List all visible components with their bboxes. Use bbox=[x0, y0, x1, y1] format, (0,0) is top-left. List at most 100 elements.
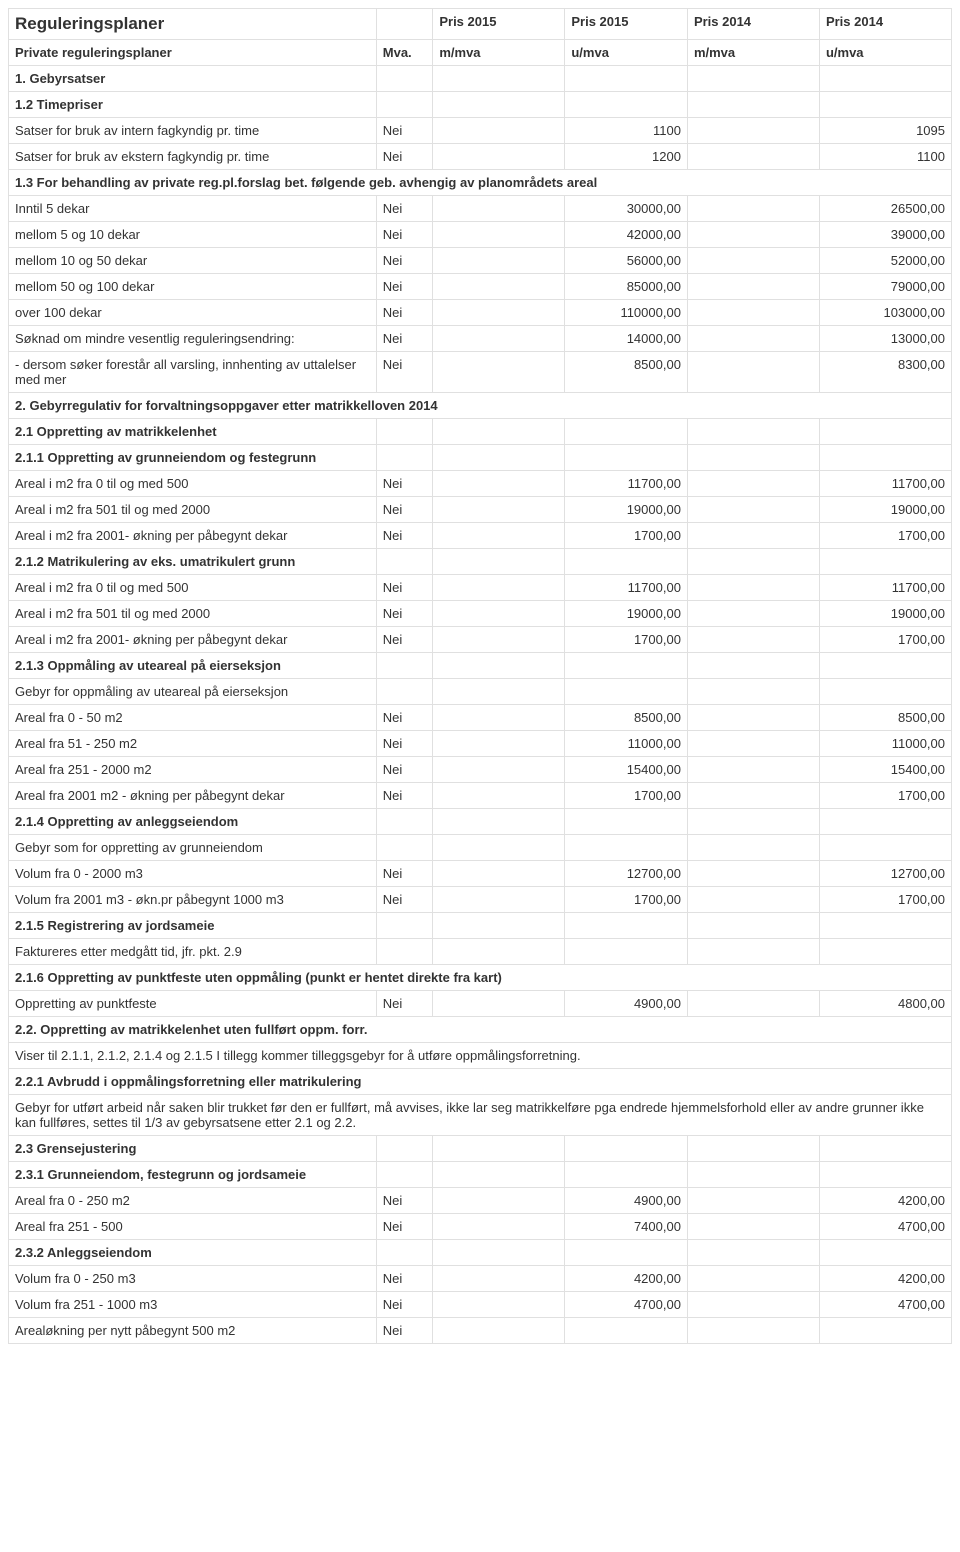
mva: Nei bbox=[376, 196, 433, 222]
section-title: 2.1.6 Oppretting av punktfeste uten oppm… bbox=[9, 965, 952, 991]
col-header: Pris 2015 bbox=[565, 9, 688, 40]
table-row: mellom 50 og 100 dekarNei85000,0079000,0… bbox=[9, 274, 952, 300]
section-row: 1. Gebyrsatser bbox=[9, 66, 952, 92]
section-row: 2.1 Oppretting av matrikkelenhet bbox=[9, 419, 952, 445]
val: 13000,00 bbox=[819, 326, 951, 352]
val: 1700,00 bbox=[819, 887, 951, 913]
page-title: Reguleringsplaner bbox=[9, 9, 377, 40]
val: 11000,00 bbox=[819, 731, 951, 757]
val: 19000,00 bbox=[819, 601, 951, 627]
val: 1700,00 bbox=[819, 523, 951, 549]
table-row: Volum fra 2001 m3 - økn.pr påbegynt 1000… bbox=[9, 887, 952, 913]
section-title: 1.2 Timepriser bbox=[9, 92, 377, 118]
val: 56000,00 bbox=[565, 248, 688, 274]
val: 4200,00 bbox=[819, 1188, 951, 1214]
mva: Nei bbox=[376, 274, 433, 300]
section-row: 2.2. Oppretting av matrikkelenhet uten f… bbox=[9, 1017, 952, 1043]
desc: Areal fra 251 - 2000 m2 bbox=[9, 757, 377, 783]
val: 19000,00 bbox=[565, 497, 688, 523]
val: 12700,00 bbox=[819, 861, 951, 887]
subheader: u/mva bbox=[565, 40, 688, 66]
table-row: Satser for bruk av intern fagkyndig pr. … bbox=[9, 118, 952, 144]
section-row: 2.1.3 Oppmåling av uteareal på eierseksj… bbox=[9, 653, 952, 679]
section-row: 2.3 Grensejustering bbox=[9, 1136, 952, 1162]
mva: Nei bbox=[376, 705, 433, 731]
mva: Nei bbox=[376, 300, 433, 326]
section-title: 1. Gebyrsatser bbox=[9, 66, 377, 92]
section-row: 2.1.5 Registrering av jordsameie bbox=[9, 913, 952, 939]
desc: Arealøkning per nytt påbegynt 500 m2 bbox=[9, 1318, 377, 1344]
desc: Areal fra 0 - 250 m2 bbox=[9, 1188, 377, 1214]
val: 39000,00 bbox=[819, 222, 951, 248]
desc: Viser til 2.1.1, 2.1.2, 2.1.4 og 2.1.5 I… bbox=[9, 1043, 952, 1069]
mva: Nei bbox=[376, 1214, 433, 1240]
section-title: 2.2.1 Avbrudd i oppmålingsforretning ell… bbox=[9, 1069, 952, 1095]
mva: Nei bbox=[376, 757, 433, 783]
section-row: 2.1.4 Oppretting av anleggseiendom bbox=[9, 809, 952, 835]
table-row: Søknad om mindre vesentlig reguleringsen… bbox=[9, 326, 952, 352]
desc: Volum fra 0 - 2000 m3 bbox=[9, 861, 377, 887]
section-row: 1.2 Timepriser bbox=[9, 92, 952, 118]
section-row: 2. Gebyrregulativ for forvaltningsoppgav… bbox=[9, 393, 952, 419]
section-title: 1.3 For behandling av private reg.pl.for… bbox=[9, 170, 952, 196]
col-header: Pris 2014 bbox=[819, 9, 951, 40]
mva: Nei bbox=[376, 1188, 433, 1214]
desc: mellom 50 og 100 dekar bbox=[9, 274, 377, 300]
val: 11700,00 bbox=[565, 471, 688, 497]
section-row: 2.1.6 Oppretting av punktfeste uten oppm… bbox=[9, 965, 952, 991]
section-title: 2.1 Oppretting av matrikkelenhet bbox=[9, 419, 377, 445]
val: 12700,00 bbox=[565, 861, 688, 887]
subheader: Private reguleringsplaner bbox=[9, 40, 377, 66]
val: 11700,00 bbox=[819, 471, 951, 497]
table-row: Faktureres etter medgått tid, jfr. pkt. … bbox=[9, 939, 952, 965]
val: 15400,00 bbox=[565, 757, 688, 783]
mva: Nei bbox=[376, 1266, 433, 1292]
desc: Faktureres etter medgått tid, jfr. pkt. … bbox=[9, 939, 377, 965]
desc: Areal fra 51 - 250 m2 bbox=[9, 731, 377, 757]
val: 4800,00 bbox=[819, 991, 951, 1017]
desc: Areal i m2 fra 2001- økning per påbegynt… bbox=[9, 523, 377, 549]
val: 1700,00 bbox=[565, 887, 688, 913]
section-title: 2.1.1 Oppretting av grunneiendom og fest… bbox=[9, 445, 377, 471]
desc: - dersom søker forestår all varsling, in… bbox=[9, 352, 377, 393]
section-title: 2.3.2 Anleggseiendom bbox=[9, 1240, 377, 1266]
section-title: 2.1.2 Matrikulering av eks. umatrikulert… bbox=[9, 549, 377, 575]
table-row: mellom 5 og 10 dekarNei42000,0039000,00 bbox=[9, 222, 952, 248]
mva: Nei bbox=[376, 887, 433, 913]
table-row: Volum fra 0 - 2000 m3Nei12700,0012700,00 bbox=[9, 861, 952, 887]
section-row: 2.3.2 Anleggseiendom bbox=[9, 1240, 952, 1266]
val: 11700,00 bbox=[819, 575, 951, 601]
desc: Areal i m2 fra 501 til og med 2000 bbox=[9, 497, 377, 523]
table-row: Satser for bruk av ekstern fagkyndig pr.… bbox=[9, 144, 952, 170]
table-row: Gebyr for oppmåling av uteareal på eiers… bbox=[9, 679, 952, 705]
section-row: 2.1.2 Matrikulering av eks. umatrikulert… bbox=[9, 549, 952, 575]
val: 4900,00 bbox=[565, 1188, 688, 1214]
mva: Nei bbox=[376, 248, 433, 274]
table-row: Viser til 2.1.1, 2.1.2, 2.1.4 og 2.1.5 I… bbox=[9, 1043, 952, 1069]
desc: Areal fra 251 - 500 bbox=[9, 1214, 377, 1240]
val: 110000,00 bbox=[565, 300, 688, 326]
table-row: Areal fra 51 - 250 m2Nei11000,0011000,00 bbox=[9, 731, 952, 757]
val: 4700,00 bbox=[819, 1292, 951, 1318]
desc: Areal i m2 fra 0 til og med 500 bbox=[9, 471, 377, 497]
subheader: m/mva bbox=[687, 40, 819, 66]
desc: Volum fra 0 - 250 m3 bbox=[9, 1266, 377, 1292]
pricing-table: Reguleringsplaner Pris 2015 Pris 2015 Pr… bbox=[8, 8, 952, 1344]
desc: Areal fra 2001 m2 - økning per påbegynt … bbox=[9, 783, 377, 809]
section-title: 2.2. Oppretting av matrikkelenhet uten f… bbox=[9, 1017, 952, 1043]
desc: mellom 5 og 10 dekar bbox=[9, 222, 377, 248]
desc: Areal i m2 fra 501 til og med 2000 bbox=[9, 601, 377, 627]
subheader: Mva. bbox=[376, 40, 433, 66]
mva: Nei bbox=[376, 601, 433, 627]
val: 11000,00 bbox=[565, 731, 688, 757]
val: 1700,00 bbox=[565, 627, 688, 653]
val: 1700,00 bbox=[565, 783, 688, 809]
table-header-row: Reguleringsplaner Pris 2015 Pris 2015 Pr… bbox=[9, 9, 952, 40]
table-row: Areal i m2 fra 501 til og med 2000Nei190… bbox=[9, 497, 952, 523]
mva: Nei bbox=[376, 783, 433, 809]
section-title: 2.1.5 Registrering av jordsameie bbox=[9, 913, 377, 939]
table-row: Areal fra 251 - 2000 m2Nei15400,0015400,… bbox=[9, 757, 952, 783]
desc: Areal i m2 fra 2001- økning per påbegynt… bbox=[9, 627, 377, 653]
val: 19000,00 bbox=[565, 601, 688, 627]
mva: Nei bbox=[376, 471, 433, 497]
